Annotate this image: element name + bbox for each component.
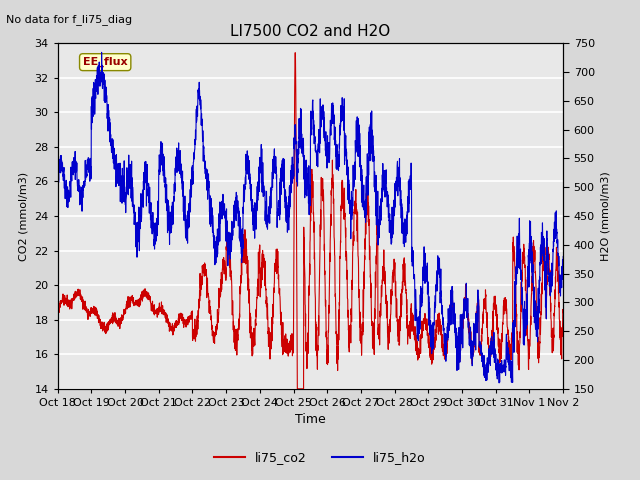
- Title: LI7500 CO2 and H2O: LI7500 CO2 and H2O: [230, 24, 390, 39]
- Text: No data for f_li75_diag: No data for f_li75_diag: [6, 14, 132, 25]
- Y-axis label: CO2 (mmol/m3): CO2 (mmol/m3): [19, 171, 29, 261]
- Text: EE_flux: EE_flux: [83, 57, 127, 67]
- Legend: li75_co2, li75_h2o: li75_co2, li75_h2o: [209, 446, 431, 469]
- X-axis label: Time: Time: [295, 413, 326, 426]
- Y-axis label: H2O (mmol/m3): H2O (mmol/m3): [600, 171, 611, 261]
